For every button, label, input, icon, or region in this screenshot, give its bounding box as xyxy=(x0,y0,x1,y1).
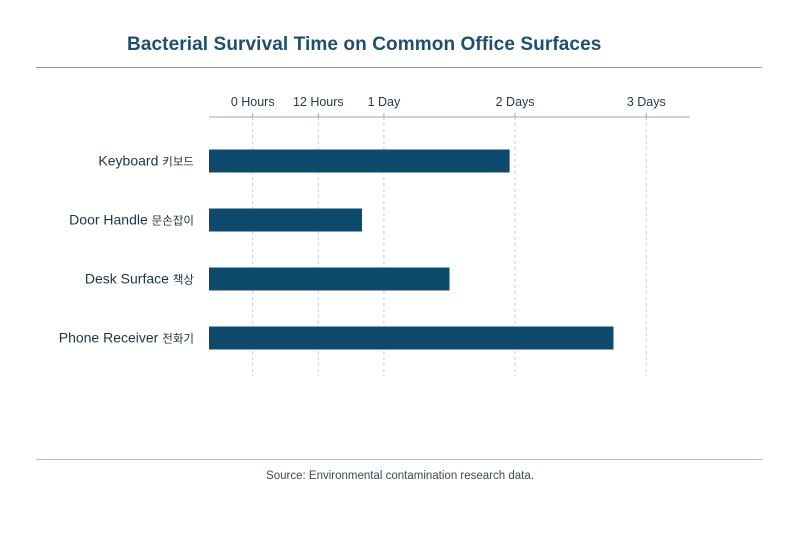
bars xyxy=(209,149,614,350)
category-label-en: Desk Surface xyxy=(85,271,173,287)
x-tick-label: 3 Days xyxy=(627,95,666,109)
footer-divider xyxy=(36,459,762,460)
x-tick-label: 1 Day xyxy=(368,95,401,109)
x-axis: 0 Hours 12 Hours 1 Day 2 Days 3 Days xyxy=(209,95,690,118)
x-tick-label: 12 Hours xyxy=(293,95,344,109)
category-label-en: Phone Receiver xyxy=(59,330,163,346)
category-label-en: Door Handle xyxy=(69,212,152,228)
source-note: Source: Environmental contamination rese… xyxy=(266,470,534,482)
category-label: Phone Receiver 전화기 xyxy=(59,330,194,346)
category-labels: Keyboard 키보드 Door Handle 문손잡이 Desk Surface… xyxy=(59,153,195,346)
x-tick-label: 0 Hours xyxy=(231,95,275,109)
category-label-ko: 문손잡이 xyxy=(152,214,194,228)
bar xyxy=(209,267,450,291)
category-label-ko: 책상 xyxy=(173,273,195,287)
title-divider xyxy=(36,67,762,68)
bar xyxy=(209,326,614,350)
category-label-en: Keyboard xyxy=(98,153,162,169)
category-label-ko: 전화기 xyxy=(162,332,194,346)
chart-title: Bacterial Survival Time on Common Office… xyxy=(127,34,602,55)
x-tick-label: 2 Days xyxy=(496,95,535,109)
category-label-ko: 키보드 xyxy=(162,155,194,169)
bar xyxy=(209,208,363,232)
category-label: Desk Surface 책상 xyxy=(85,271,195,287)
category-label: Keyboard 키보드 xyxy=(98,153,194,169)
category-label: Door Handle 문손잡이 xyxy=(69,212,194,228)
bar xyxy=(209,149,510,173)
